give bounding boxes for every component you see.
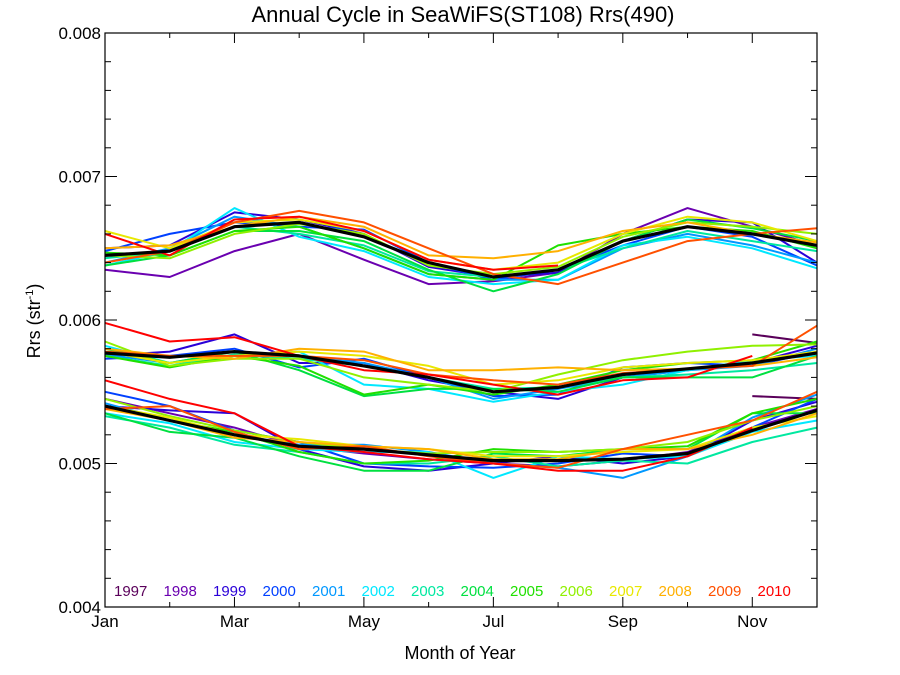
x-axis-label: Month of Year — [404, 643, 515, 663]
legend-item-2010: 2010 — [758, 583, 791, 600]
legend-item-2004: 2004 — [461, 583, 494, 600]
legend-item-2008: 2008 — [659, 583, 692, 600]
legend-item-1997: 1997 — [114, 583, 147, 600]
x-tick-label: Sep — [608, 612, 638, 631]
line-group-upper — [104, 207, 818, 293]
y-tick-label: 0.008 — [58, 24, 101, 43]
series-line-middle-2010 — [104, 321, 753, 396]
legend-item-2001: 2001 — [312, 583, 345, 600]
series-line-upper-2010 — [104, 215, 559, 271]
legend-item-2002: 2002 — [362, 583, 395, 600]
x-axis: Jan Mar May Jul Sep Nov — [91, 33, 818, 631]
plot-frame — [104, 32, 818, 608]
series-line-middle-1997 — [752, 333, 818, 344]
x-tick-label: Jul — [482, 612, 504, 631]
series-line-upper-2009 — [104, 209, 818, 286]
y-tick-label: 0.004 — [58, 598, 101, 617]
legend-item-2009: 2009 — [708, 583, 741, 600]
mean-line-upper — [104, 220, 818, 279]
series-line-middle-2006 — [104, 340, 818, 393]
series-line-lower-2010 — [104, 379, 753, 472]
x-tick-label: May — [348, 612, 381, 631]
y-axis: 0.004 0.005 0.006 0.007 0.008 — [58, 24, 817, 617]
legend-item-2000: 2000 — [263, 583, 296, 600]
legend-item-1998: 1998 — [164, 583, 197, 600]
y-axis-label-superscript: -1 — [24, 290, 36, 300]
chart-title: Annual Cycle in SeaWiFS(ST108) Rrs(490) — [251, 2, 674, 27]
y-tick-label: 0.007 — [58, 168, 101, 187]
series-line-lower-2009 — [104, 390, 818, 469]
legend: 1997 1998 1999 2000 2001 2002 2003 2004 2005 2006… — [114, 583, 791, 600]
y-tick-label: 0.005 — [58, 455, 101, 474]
legend-item-2007: 2007 — [609, 583, 642, 600]
x-tick-label: Mar — [220, 612, 250, 631]
legend-item-2005: 2005 — [510, 583, 543, 600]
legend-item-2003: 2003 — [411, 583, 444, 600]
y-axis-label: Rrs (str-1) — [24, 284, 44, 359]
y-axis-label-text: Rrs (str — [24, 299, 44, 358]
mean-line-lower — [104, 404, 818, 463]
legend-item-1999: 1999 — [213, 583, 246, 600]
mean-line-middle — [104, 350, 818, 394]
series-line-lower-2008 — [104, 408, 818, 461]
line-group-lower — [104, 379, 818, 479]
x-tick-label: Jan — [91, 612, 118, 631]
y-axis-label-close: ) — [24, 284, 44, 290]
series-line-upper-1998 — [104, 207, 818, 286]
line-group-middle — [104, 321, 818, 403]
y-tick-label: 0.006 — [58, 311, 101, 330]
series-line-middle-2007 — [104, 350, 818, 386]
plot-lines — [104, 207, 818, 479]
legend-item-2006: 2006 — [560, 583, 593, 600]
x-tick-label: Nov — [737, 612, 768, 631]
